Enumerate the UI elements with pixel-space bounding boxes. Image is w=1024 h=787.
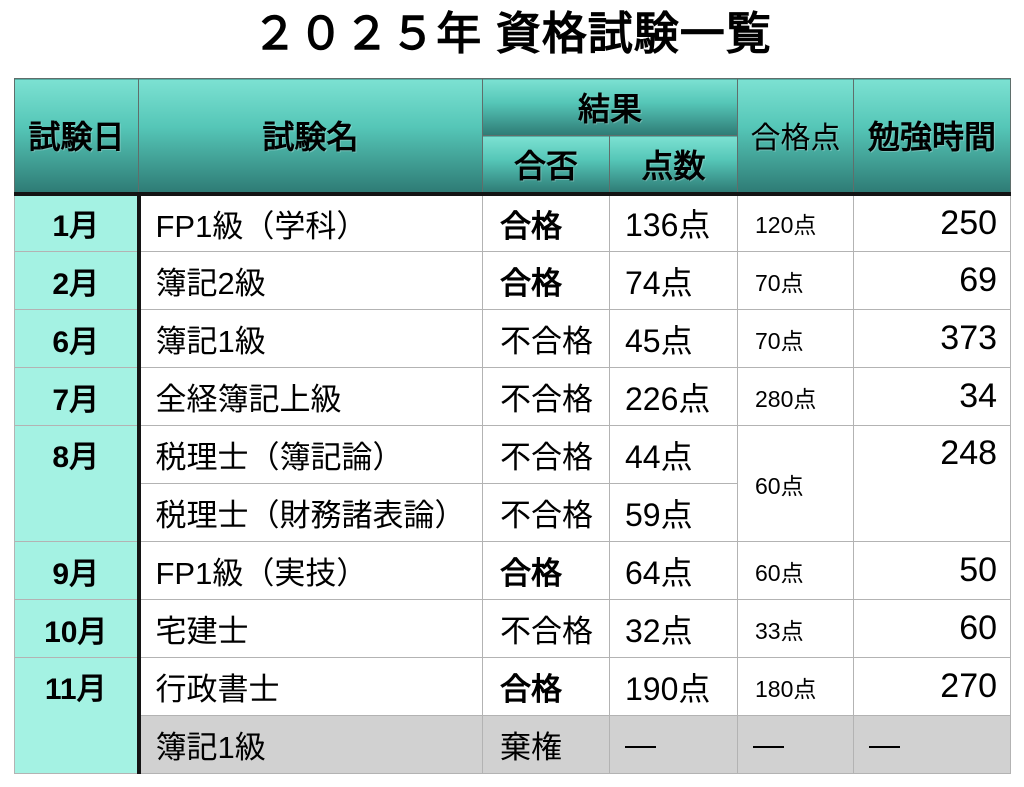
score-cell: 64点: [608, 541, 739, 600]
header-pass-fail: 合否: [482, 135, 610, 194]
exam-name-cell: 宅建士: [138, 599, 483, 658]
exam-date-cell: 10月: [14, 599, 141, 658]
table-row-august-1: 8月 税理士（簿記論） 不合格 44点 60点 248: [14, 425, 1012, 542]
table-row-february: 2月 簿記2級 合格 74点 70点 69: [14, 251, 1012, 310]
passing-score-cell: 180点: [737, 657, 855, 716]
score-cell: 226点: [608, 367, 739, 426]
header-result-group: 結果: [481, 78, 739, 136]
exam-date-cell: 7月: [14, 367, 141, 426]
exam-date-label: 8月: [52, 440, 100, 474]
table-row-july: 7月 全経簿記上級 不合格 226点 280点 34: [14, 367, 1012, 426]
passing-score-cell: ―: [737, 715, 855, 774]
exam-name-cell: 全経簿記上級: [138, 367, 483, 426]
pass-fail-cell: 棄権: [482, 715, 610, 774]
study-hours-cell: 270: [853, 657, 1012, 716]
exam-results-table: 試験日 試験名 結果 合格点 勉強時間 合否 点数 1月 FP1級（学科） 合格…: [14, 78, 1012, 774]
passing-score-cell: 280点: [737, 367, 855, 426]
score-cell: 136点: [608, 191, 739, 252]
table-row-august-2: 税理士（財務諸表論） 不合格 59点: [15, 483, 1011, 542]
score-cell: 59点: [608, 483, 739, 542]
pass-fail-cell: 不合格: [482, 425, 610, 484]
passing-score-cell: 70点: [737, 251, 855, 310]
study-hours-cell: 34: [853, 367, 1012, 426]
header-exam-name: 試験名: [138, 78, 483, 194]
table-row-november: 11月 行政書士 合格 190点 180点 270: [14, 657, 1012, 774]
study-hours-cell: 250: [853, 191, 1012, 252]
pass-fail-cell: 合格: [482, 191, 610, 252]
pass-fail-cell: 不合格: [482, 367, 610, 426]
exam-name-cell: 簿記1級: [138, 309, 483, 368]
score-cell: 44点: [608, 425, 739, 484]
exam-date-cell: 9月: [14, 541, 141, 600]
study-hours-cell: ―: [853, 715, 1012, 774]
score-cell: 45点: [608, 309, 739, 368]
header-exam-date: 試験日: [14, 78, 139, 194]
exam-date-cell: 2月: [14, 251, 141, 310]
passing-score-cell: 60点: [737, 541, 855, 600]
pass-fail-cell: 不合格: [482, 483, 610, 542]
score-cell: 74点: [608, 251, 739, 310]
table-row-january: 1月 FP1級（学科） 合格 136点 120点 250: [14, 191, 1012, 252]
score-cell: 190点: [608, 657, 739, 716]
exam-date-cell: 6月: [14, 309, 141, 368]
study-hours-cell: 69: [853, 251, 1012, 310]
pass-fail-cell: 不合格: [482, 309, 610, 368]
table-row-abstained: 簿記1級 棄権 ― ― ―: [15, 715, 1012, 774]
header-study-hours: 勉強時間: [853, 78, 1012, 194]
header-row-sub: 合否 点数: [15, 135, 1011, 194]
table-row-september: 9月 FP1級（実技） 合格 64点 60点 50: [14, 541, 1012, 600]
exam-name-cell: 簿記1級: [138, 715, 483, 774]
pass-fail-cell: 合格: [482, 251, 610, 310]
exam-name-cell: 税理士（財務諸表論）: [138, 483, 483, 542]
study-hours-cell: 373: [853, 309, 1012, 368]
pass-fail-cell: 不合格: [482, 599, 610, 658]
table-body: 1月 FP1級（学科） 合格 136点 120点 250 2月 簿記2級 合格 …: [14, 191, 1012, 774]
passing-score-cell: 33点: [737, 599, 855, 658]
exam-name-cell: 行政書士: [138, 657, 483, 716]
study-hours-cell: 60: [853, 599, 1012, 658]
pass-fail-cell: 合格: [482, 657, 610, 716]
header-passing-score: 合格点: [737, 78, 855, 194]
study-hours-label: 248: [940, 434, 998, 472]
table-row-june: 6月 簿記1級 不合格 45点 70点 373: [14, 309, 1012, 368]
exam-date-cell: 1月: [14, 191, 141, 252]
exam-name-cell: 税理士（簿記論）: [138, 425, 483, 484]
table-row-october: 10月 宅建士 不合格 32点 33点 60: [14, 599, 1012, 658]
table-header: 試験日 試験名 結果 合格点 勉強時間 合否 点数: [14, 78, 1012, 194]
passing-score-cell: 60点: [737, 425, 855, 542]
score-cell: 32点: [608, 599, 739, 658]
exam-name-cell: FP1級（実技）: [138, 541, 483, 600]
exam-date-cell: 11月: [14, 657, 141, 774]
exam-name-cell: FP1級（学科）: [138, 191, 483, 252]
passing-score-cell: 70点: [737, 309, 855, 368]
exam-date-label: 11月: [44, 672, 107, 706]
exam-name-cell: 簿記2級: [138, 251, 483, 310]
pass-fail-cell: 合格: [482, 541, 610, 600]
study-hours-cell: 50: [853, 541, 1012, 600]
passing-score-cell: 120点: [737, 191, 855, 252]
exam-date-cell: 8月: [14, 425, 141, 542]
study-hours-cell: 248: [853, 425, 1012, 542]
header-row-top: 試験日 試験名 結果 合格点 勉強時間: [14, 78, 1012, 194]
header-score: 点数: [608, 135, 739, 194]
score-cell: ―: [608, 715, 739, 774]
page-title: ２０２５年 資格試験一覧: [252, 8, 772, 59]
